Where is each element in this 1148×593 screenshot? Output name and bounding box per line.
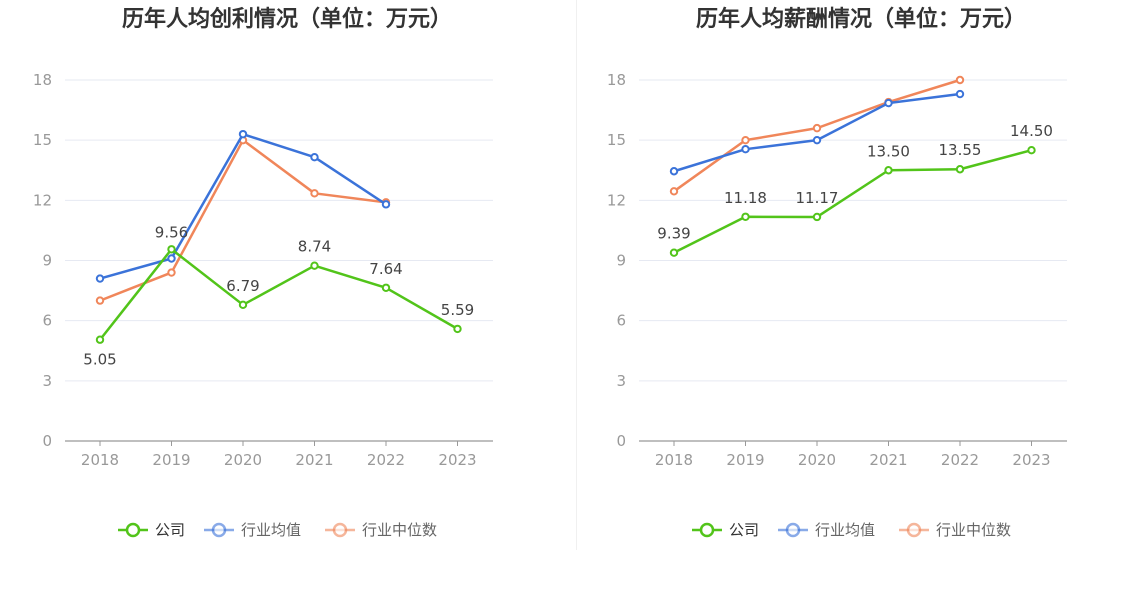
salary-industry-mean-point[interactable] — [812, 135, 822, 145]
salary-company-point[interactable] — [741, 212, 750, 221]
profit-y-tick-label: 15 — [33, 131, 52, 149]
salary-industry-median-point[interactable] — [955, 75, 965, 85]
salary-legend-label: 行业中位数 — [936, 521, 1011, 539]
profit-legend-swatch-marker — [211, 522, 227, 538]
salary-company-data-label: 9.39 — [657, 225, 690, 243]
profit-company-data-label: 5.05 — [83, 351, 116, 369]
salary-company-point[interactable] — [669, 248, 679, 257]
salary-legend-label: 行业均值 — [815, 521, 875, 539]
profit-y-tick-label: 6 — [42, 312, 52, 330]
profit-company-point[interactable] — [167, 245, 176, 254]
profit-industry-mean-line — [99, 132, 387, 280]
salary-y-tick-label: 15 — [607, 131, 626, 149]
profit-industry-mean-point[interactable] — [167, 254, 176, 263]
profit-y-tick-label: 12 — [33, 191, 52, 209]
profit-company-data-label: 9.56 — [155, 223, 188, 241]
profit-company-point[interactable] — [310, 261, 319, 270]
salary-company-data-label: 13.55 — [939, 141, 982, 159]
profit-x-tick-label: 2023 — [438, 451, 476, 469]
profit-legend-label: 公司 — [155, 521, 185, 539]
profit-y-tick-label: 9 — [42, 252, 52, 270]
salary-company-data-label: 13.50 — [867, 142, 910, 160]
profit-y-tick-label: 18 — [33, 71, 52, 89]
profit-x-tick-label: 2018 — [81, 451, 119, 469]
salary-company-point[interactable] — [955, 165, 965, 174]
profit-company-point[interactable] — [95, 335, 105, 344]
salary-y-tick-label: 18 — [607, 71, 626, 89]
salary-industry-mean-point[interactable] — [741, 144, 750, 154]
salary-legend-item-industry-median[interactable]: 行业中位数 — [899, 521, 1011, 539]
profit-industry-mean-point[interactable] — [238, 129, 248, 139]
salary-legend-swatch-marker — [785, 522, 801, 538]
profit-industry-median-point[interactable] — [95, 296, 105, 305]
salary-company-data-label: 11.18 — [724, 189, 767, 207]
panel-divider — [576, 0, 577, 550]
salary-industry-median-line — [673, 78, 961, 193]
salary-company-data-label: 11.17 — [796, 189, 839, 207]
profit-legend-swatch-marker — [332, 522, 348, 538]
profit-legend-item-industry-median[interactable]: 行业中位数 — [325, 521, 437, 539]
salary-y-tick-label: 6 — [616, 312, 626, 330]
salary-company-point[interactable] — [1027, 145, 1036, 155]
salary-legend-item-industry-mean[interactable]: 行业均值 — [778, 521, 875, 539]
profit-company-data-label: 6.79 — [226, 277, 259, 295]
profit-industry-mean-point[interactable] — [310, 153, 319, 162]
salary-legend-swatch-marker — [906, 522, 922, 538]
profit-company-point[interactable] — [381, 283, 391, 292]
profit-x-tick-label: 2020 — [224, 451, 262, 469]
profit-company-point[interactable] — [453, 324, 462, 334]
salary-industry-mean-point[interactable] — [669, 167, 679, 176]
profit-legend-item-company[interactable]: 公司 — [118, 521, 185, 539]
salary-legend-label: 公司 — [729, 521, 759, 539]
salary-industry-mean-point[interactable] — [884, 98, 893, 108]
salary-industry-mean-point[interactable] — [955, 89, 965, 99]
salary-industry-median-point[interactable] — [669, 187, 679, 196]
salary-company-data-label: 14.50 — [1010, 122, 1053, 140]
profit-y-tick-label: 0 — [42, 432, 52, 450]
salary-per-capita-chart: 历年人均薪酬情况（单位：万元） 0 3 6 9 12 15 18 2018 2019 2020 202… — [607, 6, 1067, 539]
salary-x-tick-label: 2021 — [869, 451, 907, 469]
salary-x-tick-label: 2022 — [941, 451, 979, 469]
salary-legend-item-company[interactable]: 公司 — [692, 521, 759, 539]
profit-industry-median-point[interactable] — [167, 268, 176, 277]
profit-company-line — [99, 248, 459, 341]
profit-x-tick-label: 2021 — [295, 451, 333, 469]
profit-company-data-label: 5.59 — [441, 301, 474, 319]
salary-legend-swatch-marker — [699, 522, 715, 538]
profit-legend-swatch-marker — [125, 522, 141, 538]
profit-chart-title: 历年人均创利情况（单位：万元） — [122, 6, 452, 32]
profit-company-data-label: 7.64 — [369, 260, 402, 278]
profit-y-tick-label: 3 — [42, 372, 52, 390]
profit-x-tick-label: 2019 — [152, 451, 190, 469]
salary-chart-panel: 历年人均薪酬情况（单位：万元） 0 3 6 9 12 15 18 2018 2019 2020 202… — [574, 0, 1148, 589]
profit-industry-mean-point[interactable] — [381, 200, 391, 209]
profit-x-tick-label: 2022 — [367, 451, 405, 469]
salary-y-tick-label: 9 — [616, 252, 626, 270]
profit-company-point[interactable] — [238, 300, 248, 310]
profit-legend-item-industry-mean[interactable]: 行业均值 — [204, 521, 301, 539]
salary-y-tick-label: 3 — [616, 372, 626, 390]
salary-x-tick-label: 2019 — [726, 451, 764, 469]
salary-company-point[interactable] — [884, 166, 893, 175]
salary-y-tick-label: 0 — [616, 432, 626, 450]
salary-chart-title: 历年人均薪酬情况（单位：万元） — [696, 6, 1026, 32]
salary-x-tick-label: 2023 — [1012, 451, 1050, 469]
salary-industry-median-point[interactable] — [812, 123, 822, 133]
salary-company-point[interactable] — [812, 212, 822, 222]
profit-per-capita-chart: 历年人均创利情况（单位：万元） 0 3 6 9 12 15 18 2018 2019 2020 202… — [33, 6, 493, 539]
profit-industry-median-point[interactable] — [310, 189, 319, 198]
profit-company-data-label: 8.74 — [298, 238, 331, 256]
profit-industry-mean-point[interactable] — [95, 274, 105, 283]
salary-industry-median-point[interactable] — [741, 135, 750, 145]
salary-company-line — [673, 148, 1032, 254]
profit-legend-label: 行业中位数 — [362, 521, 437, 539]
salary-y-tick-label: 12 — [607, 191, 626, 209]
salary-x-tick-label: 2020 — [798, 451, 836, 469]
salary-x-tick-label: 2018 — [655, 451, 693, 469]
profit-legend-label: 行业均值 — [241, 521, 301, 539]
profit-chart-panel: 历年人均创利情况（单位：万元） 0 3 6 9 12 15 18 2018 2019 2020 202… — [0, 0, 574, 589]
